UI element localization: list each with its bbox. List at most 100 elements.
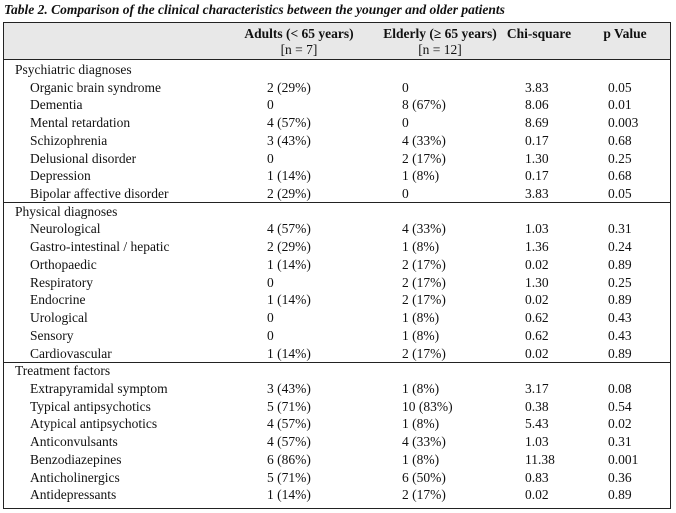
elderly-value: 1 (8%)	[402, 327, 440, 343]
table-row: Respiratory 0 2 (17%) 1.30 0.25	[4, 274, 670, 292]
row-label: Delusional disorder	[30, 150, 137, 166]
p-value: 0.43	[608, 327, 632, 343]
p-value: 0.36	[608, 469, 632, 485]
section-title: Treatment factors	[15, 363, 111, 379]
section-title: Physical diagnoses	[15, 203, 118, 219]
table-row: Gastro-intestinal / hepatic 2 (29%) 1 (8%)…	[4, 238, 670, 256]
adults-value: 6 (86%)	[267, 451, 311, 467]
chi-square-value: 3.17	[525, 380, 549, 396]
adults-value: 2 (29%)	[267, 186, 311, 202]
row-label: Extrapyramidal symptom	[30, 380, 168, 396]
p-value: 0.68	[608, 132, 632, 148]
adults-value: 0	[267, 97, 274, 113]
p-value: 0.89	[608, 292, 632, 308]
chi-square-value: 3.83	[525, 186, 549, 202]
adults-value: 2 (29%)	[267, 239, 311, 255]
elderly-value: 2 (17%)	[402, 292, 446, 308]
table-row: Anticonvulsants 4 (57%) 4 (33%) 1.03 0.31	[4, 433, 670, 451]
row-label: Cardiovascular	[30, 345, 112, 361]
p-value: 0.003	[608, 115, 639, 131]
elderly-header-label: Elderly (≥ 65 years)	[383, 26, 497, 41]
chi-square-value: 5.43	[525, 416, 549, 432]
table-header: Adults (< 65 years) [n = 7] Elderly (≥ 6…	[4, 23, 670, 60]
elderly-value: 1 (8%)	[402, 380, 440, 396]
table-row: Atypical antipsychotics 4 (57%) 1 (8%) 5.43…	[4, 415, 670, 433]
p-value: 0.01	[608, 97, 632, 113]
adults-value: 1 (14%)	[267, 345, 311, 361]
row-label: Antidepressants	[30, 487, 117, 503]
elderly-value: 8 (67%)	[402, 97, 446, 113]
elderly-value: 2 (17%)	[402, 274, 446, 290]
adults-value: 0	[267, 274, 274, 290]
adults-value: 4 (57%)	[267, 416, 311, 432]
adults-value: 5 (71%)	[267, 398, 311, 414]
row-label: Urological	[30, 310, 88, 326]
adults-value: 1 (14%)	[267, 487, 311, 503]
table-row: Neurological 4 (57%) 4 (33%) 1.03 0.31	[4, 220, 670, 238]
table-row: Typical antipsychotics 5 (71%) 10 (83%) 0.3…	[4, 398, 670, 416]
table-row: Bipolar affective disorder 2 (29%) 0 3.83 0.…	[4, 185, 670, 203]
chi-square-value: 0.17	[525, 168, 549, 184]
p-value: 0.001	[608, 451, 639, 467]
table-row: Delusional disorder 0 2 (17%) 1.30 0.25	[4, 150, 670, 168]
chi-square-value: 0.83	[525, 469, 549, 485]
row-label: Atypical antipsychotics	[30, 416, 158, 432]
p-value: 0.68	[608, 168, 632, 184]
table-row: Sensory 0 1 (8%) 0.62 0.43	[4, 327, 670, 345]
p-value: 0.89	[608, 256, 632, 272]
table-row: Anticholinergics 5 (71%) 6 (50%) 0.83 0.36	[4, 469, 670, 487]
p-value: 0.25	[608, 150, 632, 166]
adults-value: 3 (43%)	[267, 380, 311, 396]
section-divider	[4, 202, 670, 204]
chi-square-value: 1.30	[525, 274, 549, 290]
p-value: 0.89	[608, 487, 632, 503]
chi-square-value: 1.03	[525, 221, 549, 237]
table-row: Benzodiazepines 6 (86%) 1 (8%) 11.38 0.001	[4, 451, 670, 469]
row-label: Sensory	[30, 327, 74, 343]
elderly-value: 1 (8%)	[402, 451, 440, 467]
chi-square-value: 1.30	[525, 150, 549, 166]
adults-value: 1 (14%)	[267, 256, 311, 272]
adults-value: 4 (57%)	[267, 115, 311, 131]
adults-value: 0	[267, 310, 274, 326]
row-label: Benzodiazepines	[30, 451, 122, 467]
p-value: 0.24	[608, 239, 632, 255]
adults-value: 1 (14%)	[267, 292, 311, 308]
chi-square-value: 1.03	[525, 434, 549, 450]
elderly-value: 0	[402, 79, 409, 95]
row-label: Bipolar affective disorder	[30, 186, 169, 202]
elderly-value: 2 (17%)	[402, 150, 446, 166]
table-row: Organic brain syndrome 2 (29%) 0 3.83 0.05	[4, 79, 670, 97]
adults-value: 0	[267, 150, 274, 166]
p-value: 0.05	[608, 79, 632, 95]
row-label: Dementia	[30, 97, 83, 113]
table-row: Dementia 0 8 (67%) 8.06 0.01	[4, 96, 670, 114]
elderly-value: 0	[402, 115, 409, 131]
p-value: 0.89	[608, 345, 632, 361]
p-value: 0.05	[608, 186, 632, 202]
adults-value: 3 (43%)	[267, 132, 311, 148]
elderly-column-header: Elderly (≥ 65 years) [n = 12]	[375, 26, 505, 58]
chi-square-value: 0.62	[525, 327, 549, 343]
elderly-value: 1 (8%)	[402, 168, 440, 184]
section-title: Psychiatric diagnoses	[15, 62, 132, 77]
section-title-row: Psychiatric diagnoses	[4, 61, 670, 79]
p-value: 0.31	[608, 221, 632, 237]
adults-value: 5 (71%)	[267, 469, 311, 485]
chi-square-value: 0.38	[525, 398, 549, 414]
chi-square-value: 0.02	[525, 256, 549, 272]
chi-square-value: 0.02	[525, 292, 549, 308]
adults-value: 0	[267, 327, 274, 343]
row-label: Depression	[30, 168, 91, 184]
chi-column-header: Chi-square	[506, 26, 572, 41]
elderly-value: 0	[402, 186, 409, 202]
chi-square-value: 3.83	[525, 79, 549, 95]
table-row: Antidepressants 1 (14%) 2 (17%) 0.02 0.89	[4, 486, 670, 504]
p-column-header: p Value	[603, 26, 647, 41]
row-label: Schizophrenia	[30, 132, 108, 148]
row-label: Endocrine	[30, 292, 86, 308]
table-row: Extrapyramidal symptom 3 (43%) 1 (8%) 3.17 0…	[4, 380, 670, 398]
table-row: Depression 1 (14%) 1 (8%) 0.17 0.68	[4, 167, 670, 185]
row-label: Respiratory	[30, 274, 93, 290]
p-value: 0.25	[608, 274, 632, 290]
